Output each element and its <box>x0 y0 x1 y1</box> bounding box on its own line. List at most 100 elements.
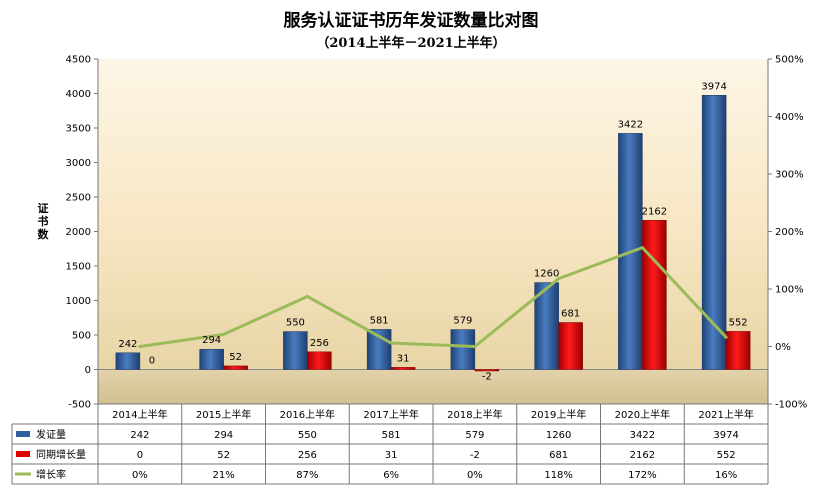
bar-growth-label: 2162 <box>642 206 667 217</box>
bar-growth-label: -2 <box>482 372 492 383</box>
growth-line <box>138 246 728 348</box>
growth-rate-point <box>473 345 477 348</box>
table-cell: 681 <box>549 450 568 461</box>
bar-issued-label: 3974 <box>701 81 726 92</box>
left-tick-label: 4000 <box>66 89 91 100</box>
right-tick-label: 200% <box>775 227 804 238</box>
bar-issued <box>534 282 559 370</box>
data-table: 2014上半年 2015上半年 2016上半年 2017上半年 2018上半年 2019上… <box>11 403 769 485</box>
bar-growth-label: 0 <box>149 356 155 367</box>
legend-label: 增长率 <box>36 468 66 481</box>
bar-issued-label: 581 <box>370 315 389 326</box>
table-cell: 118% <box>544 470 573 481</box>
growth-rate-point <box>138 345 142 348</box>
table-cell: 581 <box>382 430 401 441</box>
growth-rate-point <box>724 335 728 339</box>
left-tick-label: -500 <box>68 400 91 411</box>
table-cell: 0 <box>137 450 143 461</box>
left-tick-label: 2500 <box>66 193 91 204</box>
left-tick-label: 0 <box>85 365 91 376</box>
table-cell: 0% <box>467 470 483 481</box>
legend-label: 发证量 <box>36 428 66 441</box>
legend-label: 同期增长量 <box>36 448 86 461</box>
category-label: 2019上半年 <box>531 408 586 421</box>
table-cell: 31 <box>385 450 398 461</box>
growth-rate-point <box>389 341 393 345</box>
bar-issued-label: 550 <box>286 318 305 329</box>
bar-growth <box>307 351 332 370</box>
bar-issued <box>283 331 308 370</box>
bar-issued <box>450 329 476 370</box>
bar-growth-label: 31 <box>397 353 410 364</box>
category-label: 2015上半年 <box>196 408 251 421</box>
bar-growth-label: 681 <box>561 309 580 320</box>
table-cell: 3974 <box>713 430 738 441</box>
left-tick-label: 2000 <box>66 227 91 238</box>
left-tick-label: 1500 <box>66 262 91 273</box>
table-cell: 87% <box>296 470 318 481</box>
category-label: 2014上半年 <box>112 408 167 421</box>
growth-rate-point <box>640 246 644 250</box>
growth-rate-line <box>139 246 728 348</box>
chart-subtitle: （2014上半年－2021上半年） <box>316 35 505 51</box>
table-cell: 2162 <box>630 450 655 461</box>
table-cell: 242 <box>130 430 149 441</box>
category-label: 2020上半年 <box>615 408 670 421</box>
bar-growth <box>223 365 248 370</box>
bar-issued <box>199 348 224 370</box>
right-tick-label: -100% <box>775 400 807 411</box>
bar-issued-label: 579 <box>453 316 472 327</box>
category-label: 2018上半年 <box>447 408 502 421</box>
table-cell: 21% <box>213 470 235 481</box>
bar-growth <box>642 220 667 370</box>
left-tick-label: 3000 <box>66 158 91 169</box>
category-label: 2021上半年 <box>698 408 753 421</box>
table-cell: 550 <box>298 430 317 441</box>
table-cell: 172% <box>628 470 657 481</box>
bar-growth <box>558 322 583 370</box>
table-cell: 552 <box>717 450 736 461</box>
table-cell: 579 <box>465 430 484 441</box>
y-axis-label-char: 证 <box>38 202 49 215</box>
left-tick-label: 1000 <box>66 296 91 307</box>
bar-growth-label: 52 <box>229 352 242 363</box>
growth-rate-point <box>305 294 309 298</box>
growth-rate-point <box>557 277 561 281</box>
table-cell: 256 <box>298 450 317 461</box>
bar-issued <box>701 95 727 370</box>
plot-area-negative <box>98 369 768 404</box>
y-axis-label-char: 数 <box>38 227 50 241</box>
table-cell: 3422 <box>630 430 655 441</box>
left-tick-label: 3500 <box>66 124 91 135</box>
legend-swatch <box>16 451 30 457</box>
table-cell: -2 <box>470 450 480 461</box>
bar-growth <box>474 369 500 372</box>
table-cell: 1260 <box>546 430 571 441</box>
table-cell: 52 <box>217 450 230 461</box>
bar-growth <box>390 367 416 370</box>
chart-title: 服务认证证书历年发证数量比对图 <box>284 10 539 31</box>
right-tick-label: 0% <box>775 342 791 353</box>
y-axis-label-char: 书 <box>38 214 49 228</box>
bar-growth <box>725 331 751 370</box>
bar-issued <box>115 352 141 370</box>
left-tick-label: 500 <box>72 331 91 342</box>
table-cell: 6% <box>383 470 399 481</box>
bar-issued-label: 3422 <box>618 119 643 130</box>
bar-issued-label: 294 <box>202 335 221 346</box>
bar-growth-label: 552 <box>729 317 748 328</box>
category-label: 2017上半年 <box>363 408 418 421</box>
left-tick-label: 4500 <box>66 55 91 66</box>
table-cell: 16% <box>715 470 737 481</box>
bar-issued-label: 1260 <box>534 269 559 280</box>
legend-swatch <box>16 431 30 437</box>
right-tick-label: 300% <box>775 170 804 181</box>
y-axis-label: 证书数 <box>38 202 50 241</box>
right-tick-label: 100% <box>775 285 804 296</box>
right-tick-label: 500% <box>775 55 804 66</box>
bar-growth-label: 256 <box>310 338 329 349</box>
data-labels: 242 0 294 52 550 256 581 31 579 -2 1260 681 3422 2162… <box>118 81 747 382</box>
table-cell: 0% <box>132 470 148 481</box>
